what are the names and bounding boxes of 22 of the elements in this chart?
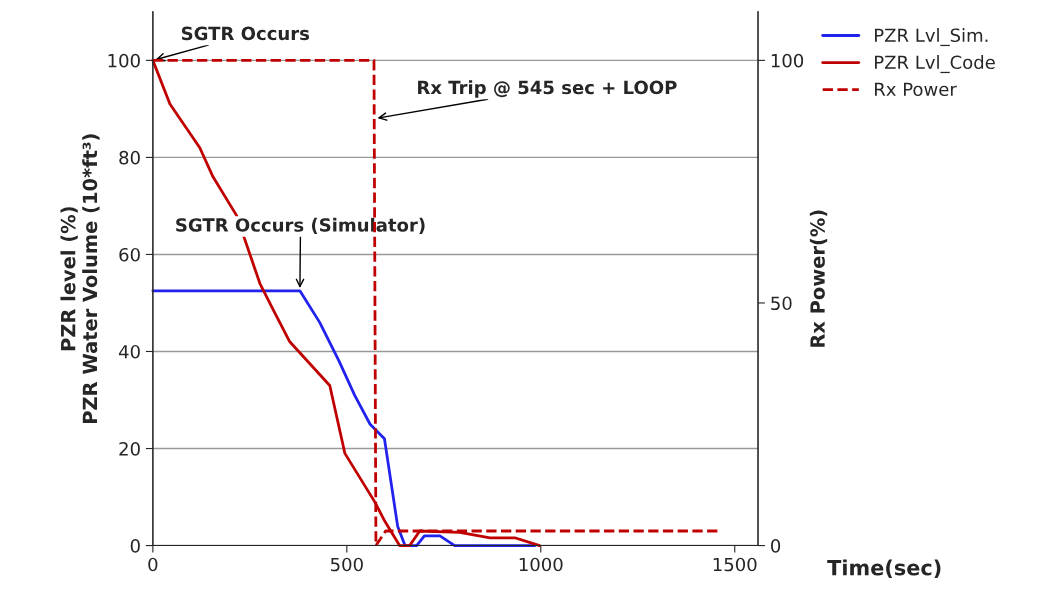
y-tick-label: 60	[119, 247, 140, 262]
y2-tick-label: 0	[771, 539, 781, 553]
y-axis-title: PZR level (%) PZR Water Volume (10*ft³)	[60, 134, 100, 423]
y-tick-label: 80	[119, 150, 140, 165]
x-tick-label: 0	[148, 557, 158, 572]
y-tick-label: 40	[118, 344, 140, 359]
y2-tick-label: 100	[771, 53, 804, 68]
legend-label: PZR Lvl_Code	[875, 55, 995, 74]
x-tick-label: 1000	[519, 557, 563, 572]
y2-tick-label: 50	[771, 296, 792, 311]
legend-label: Rx Power	[875, 82, 957, 97]
annotation: SGTR Occurs	[181, 26, 310, 41]
line-series	[151, 289, 537, 547]
x-tick-label: 1500	[713, 557, 757, 572]
y2-axis-title: Rx Power(%)	[809, 210, 828, 347]
x-axis-title: Time(sec)	[827, 559, 941, 578]
x-tick-label: 500	[330, 557, 363, 572]
y-tick-label: 100	[108, 53, 140, 68]
annotation: Rx Trip @ 545 sec + LOOP	[418, 80, 677, 98]
legend-label: PZR Lvl_Sim.	[875, 28, 988, 47]
y-tick-label: 20	[119, 441, 140, 456]
y-tick-label: 0	[130, 539, 140, 553]
